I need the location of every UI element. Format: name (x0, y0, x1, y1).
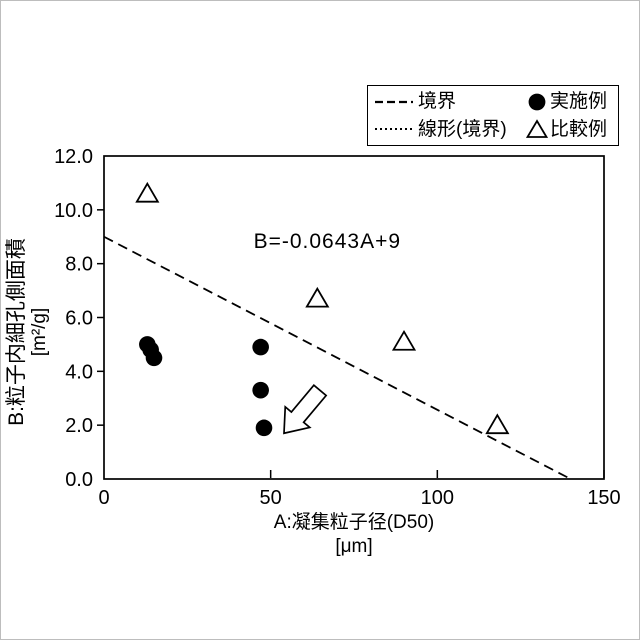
y-tick-label: 2.0 (65, 415, 93, 437)
y-axis-unit: [m²/g] (29, 307, 51, 357)
legend-label-boundary: 境界 (418, 91, 457, 113)
legend: 境界 実施例 線形(境界) 比較例 (367, 85, 619, 146)
y-axis-title: B:粒子内細孔側面積 [m²/g] (5, 162, 57, 502)
y-axis-title-text: B:粒子内細孔側面積 (5, 238, 28, 426)
filled-circle-icon (524, 92, 550, 112)
legend-label-comparative: 比較例 (550, 118, 608, 140)
x-axis-unit: [μm] (335, 535, 373, 557)
equation-annotation: B=-0.0643A+9 (253, 230, 402, 254)
data-point-example (255, 419, 273, 437)
legend-label-example: 実施例 (550, 91, 608, 113)
plot-border (103, 155, 605, 480)
legend-label-linear-boundary: 線形(境界) (418, 118, 507, 140)
data-point-example (252, 338, 269, 356)
data-point-example (145, 349, 163, 367)
dotted-line-icon (374, 124, 418, 134)
x-axis-title-text: A:凝集粒子径(D50) (273, 512, 435, 533)
y-tick-label: 0.0 (65, 469, 93, 491)
x-tick-label: 100 (421, 487, 454, 509)
x-axis-title: A:凝集粒子径(D50) [μm] (104, 511, 604, 559)
legend-row-2: 線形(境界) 比較例 (374, 119, 612, 139)
y-tick-label: 6.0 (65, 308, 93, 330)
data-point-comparative (391, 329, 417, 351)
data-point-comparative (485, 413, 510, 435)
open-triangle-icon (524, 119, 550, 139)
boundary-line (103, 235, 572, 480)
y-tick-label: 12.0 (54, 146, 93, 168)
data-point-comparative (135, 181, 160, 203)
data-point-example (252, 381, 269, 399)
y-tick-label: 4.0 (65, 361, 93, 383)
data-point-comparative (305, 286, 330, 308)
x-tick-label: 0 (98, 487, 109, 509)
y-tick-label: 8.0 (65, 254, 93, 276)
x-tick-label: 50 (260, 487, 282, 509)
x-tick-label: 150 (587, 487, 620, 509)
highlight-arrow (283, 384, 328, 435)
y-tick-label: 10.0 (54, 200, 93, 222)
dashed-line-icon (374, 97, 418, 107)
legend-row-1: 境界 実施例 (374, 92, 612, 112)
